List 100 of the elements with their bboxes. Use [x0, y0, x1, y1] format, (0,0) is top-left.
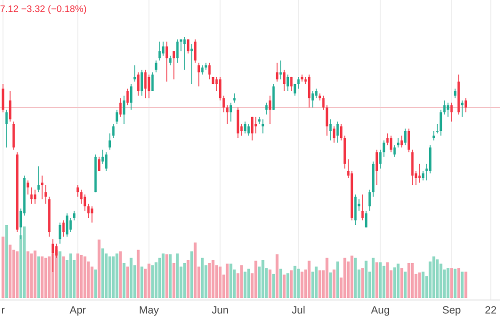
candlestick	[108, 132, 111, 150]
bar	[30, 253, 33, 298]
candlestick	[450, 102, 453, 122]
bar	[183, 262, 186, 298]
candlestick	[247, 124, 250, 136]
bar	[165, 254, 168, 298]
candlestick	[126, 88, 129, 106]
candlestick	[368, 189, 371, 212]
bar	[404, 272, 407, 298]
candlestick	[12, 121, 15, 150]
x-tick-label: Jul	[292, 304, 306, 316]
bar	[336, 262, 340, 298]
bar	[126, 266, 129, 298]
candlestick	[400, 135, 403, 148]
candlestick	[112, 124, 115, 138]
bar	[151, 265, 154, 298]
candlestick	[408, 128, 410, 153]
bar	[268, 270, 272, 298]
bar	[158, 258, 162, 298]
bar	[411, 262, 414, 298]
candlestick	[76, 184, 79, 198]
candlestick	[376, 149, 378, 186]
bar	[332, 270, 336, 298]
candlestick	[218, 76, 222, 101]
x-tick-label: Apr	[70, 304, 86, 316]
bar	[261, 260, 264, 298]
bar	[393, 267, 396, 298]
bar	[168, 254, 172, 298]
candlestick	[40, 175, 44, 200]
candlestick	[105, 152, 108, 172]
bar	[247, 268, 250, 298]
candlestick	[5, 109, 8, 148]
candlestick	[354, 194, 357, 226]
candlestick	[336, 121, 339, 144]
candlestick	[254, 116, 257, 134]
x-tick-label: Aug	[371, 304, 390, 316]
bar	[329, 272, 332, 298]
x-tick-label: Sep	[442, 304, 462, 316]
bar	[176, 253, 179, 298]
x-tick-label: 22	[484, 304, 497, 316]
x-tick-label: Jun	[212, 304, 229, 316]
bar	[2, 236, 4, 298]
bar	[26, 251, 30, 298]
candlestick	[440, 109, 442, 136]
candlestick	[361, 194, 364, 221]
candlestick	[340, 124, 342, 141]
candlestick	[393, 144, 396, 158]
candlestick	[154, 60, 158, 73]
candlestick	[37, 166, 40, 192]
candlestick	[230, 102, 232, 122]
candlestick	[294, 84, 296, 96]
bar	[208, 262, 211, 298]
candlestick	[137, 72, 140, 96]
bar	[464, 272, 468, 298]
candlestick	[183, 36, 186, 70]
bar	[457, 268, 460, 298]
bar	[364, 260, 368, 298]
bar	[119, 251, 122, 298]
candlestick	[233, 93, 236, 104]
candlestick	[262, 118, 264, 134]
candlestick	[55, 243, 58, 258]
candlestick	[404, 128, 406, 146]
candlestick	[276, 62, 278, 82]
candlestick	[8, 90, 12, 122]
candlestick	[176, 38, 179, 64]
candlestick	[464, 98, 467, 113]
candlestick	[290, 76, 293, 92]
bar	[186, 260, 190, 298]
candlestick	[432, 130, 435, 141]
bar	[212, 260, 214, 298]
text: 7.12 −3.32 (−0.18%)	[0, 4, 87, 15]
bar	[148, 264, 150, 298]
candlestick	[134, 64, 136, 82]
bar	[382, 266, 386, 298]
candlestick	[265, 102, 268, 115]
candlestick	[116, 109, 118, 124]
bar	[94, 270, 97, 298]
bar	[112, 256, 115, 298]
candlestick	[26, 180, 30, 195]
candlestick	[80, 189, 83, 204]
x-tick-label: r	[1, 304, 6, 316]
candlestick	[73, 210, 76, 221]
bar	[244, 272, 246, 298]
candlestick	[244, 121, 246, 134]
bar	[286, 273, 290, 298]
candlestick	[84, 194, 86, 212]
candlestick	[101, 149, 104, 164]
candlestick	[322, 95, 325, 110]
candlestick	[429, 144, 432, 174]
bar	[439, 264, 442, 298]
bar	[418, 272, 421, 298]
candlestick	[44, 184, 47, 204]
bar	[226, 264, 229, 298]
candlestick	[169, 55, 172, 66]
candlestick	[286, 74, 289, 92]
bar	[276, 254, 279, 298]
candlestick	[201, 64, 204, 75]
candlestick	[283, 70, 286, 92]
x-tick-label: May	[139, 304, 160, 316]
candlestick	[162, 41, 164, 56]
